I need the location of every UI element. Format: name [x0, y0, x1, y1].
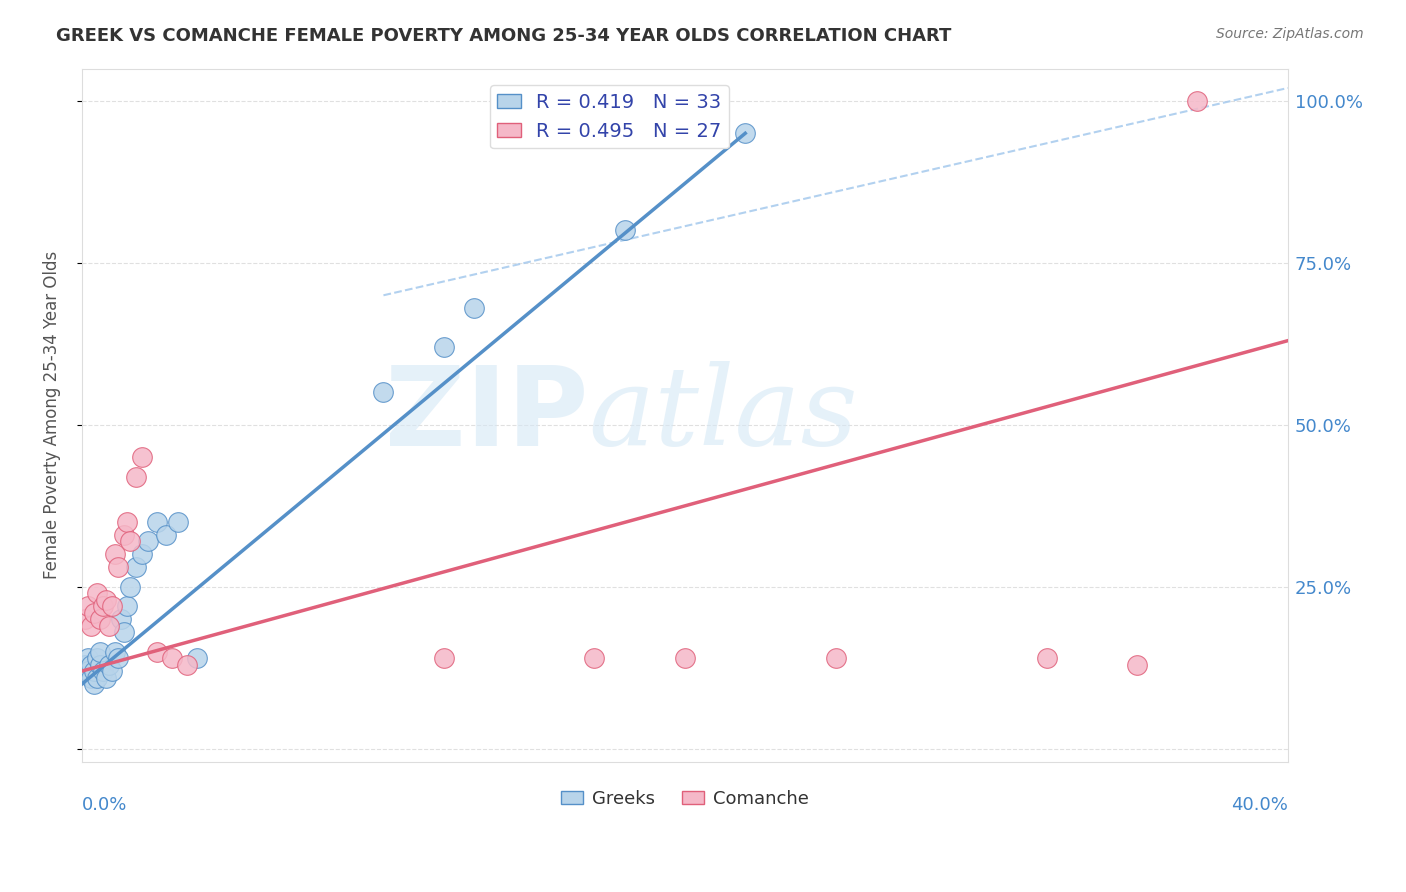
Point	[463, 301, 485, 316]
Point	[98, 657, 121, 672]
Point	[120, 534, 142, 549]
Point	[373, 385, 395, 400]
Point	[73, 612, 96, 626]
Point	[433, 651, 456, 665]
Point	[115, 515, 138, 529]
Point	[94, 671, 117, 685]
Point	[83, 606, 105, 620]
Point	[86, 586, 108, 600]
Text: atlas: atlas	[589, 361, 858, 469]
Point	[91, 664, 114, 678]
Point	[80, 657, 103, 672]
Point	[131, 548, 153, 562]
Point	[98, 618, 121, 632]
Point	[613, 223, 636, 237]
Point	[101, 664, 124, 678]
Point	[104, 645, 127, 659]
Point	[83, 664, 105, 678]
Point	[107, 651, 129, 665]
Point	[136, 534, 159, 549]
Point	[824, 651, 846, 665]
Point	[1126, 657, 1149, 672]
Point	[80, 671, 103, 685]
Text: GREEK VS COMANCHE FEMALE POVERTY AMONG 25-34 YEAR OLDS CORRELATION CHART: GREEK VS COMANCHE FEMALE POVERTY AMONG 2…	[56, 27, 952, 45]
Legend: Greeks, Comanche: Greeks, Comanche	[554, 782, 815, 815]
Point	[77, 651, 100, 665]
Text: Source: ZipAtlas.com: Source: ZipAtlas.com	[1216, 27, 1364, 41]
Point	[131, 450, 153, 465]
Point	[146, 645, 169, 659]
Point	[1035, 651, 1057, 665]
Text: 0.0%: 0.0%	[82, 797, 128, 814]
Point	[433, 340, 456, 354]
Point	[1187, 94, 1209, 108]
Point	[86, 651, 108, 665]
Point	[104, 548, 127, 562]
Point	[77, 664, 100, 678]
Text: ZIP: ZIP	[385, 361, 589, 468]
Point	[94, 592, 117, 607]
Point	[112, 625, 135, 640]
Point	[176, 657, 198, 672]
Point	[162, 651, 184, 665]
Point	[125, 560, 148, 574]
Point	[186, 651, 208, 665]
Point	[80, 618, 103, 632]
Point	[101, 599, 124, 614]
Point	[734, 126, 756, 140]
Point	[115, 599, 138, 614]
Point	[110, 612, 132, 626]
Point	[77, 599, 100, 614]
Point	[89, 657, 111, 672]
Point	[673, 651, 696, 665]
Point	[83, 677, 105, 691]
Point	[73, 657, 96, 672]
Point	[155, 528, 177, 542]
Point	[89, 645, 111, 659]
Point	[125, 469, 148, 483]
Point	[146, 515, 169, 529]
Point	[167, 515, 190, 529]
Point	[112, 528, 135, 542]
Point	[89, 612, 111, 626]
Point	[107, 560, 129, 574]
Text: 40.0%: 40.0%	[1232, 797, 1288, 814]
Point	[120, 580, 142, 594]
Point	[583, 651, 606, 665]
Point	[91, 599, 114, 614]
Point	[86, 671, 108, 685]
Y-axis label: Female Poverty Among 25-34 Year Olds: Female Poverty Among 25-34 Year Olds	[44, 251, 60, 579]
